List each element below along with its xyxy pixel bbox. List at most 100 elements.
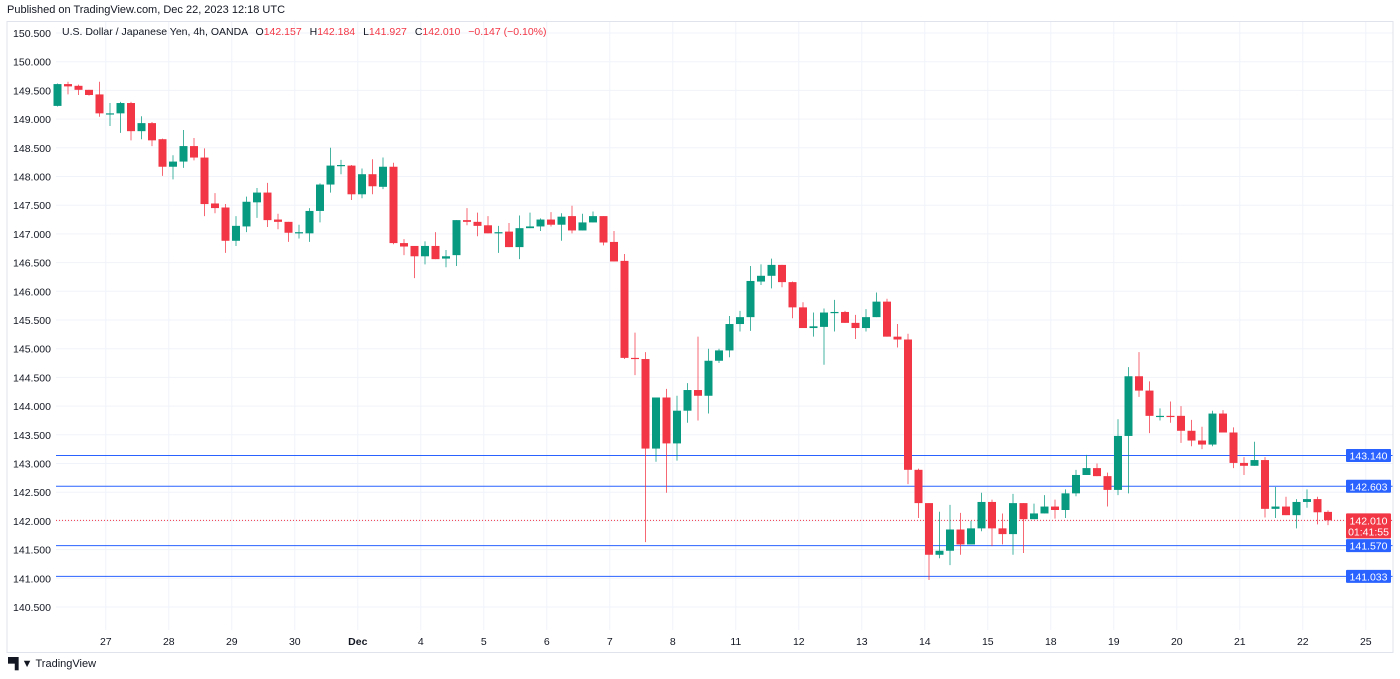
candle-body [106,113,114,115]
candle-down [368,159,377,195]
price-axis[interactable]: 140.500 141.000 141.500 142.000 142.500 143.0… [13,28,51,614]
candle-body [200,157,209,205]
candle-down [904,333,912,485]
candle-body [463,220,471,222]
candle-down [1145,381,1154,434]
candle-up [179,130,188,168]
candle-up [652,397,660,462]
candle-down [1219,410,1227,433]
candle-down [599,216,608,246]
candle-body [799,307,807,329]
candle-up [557,213,566,241]
candle-body [368,174,377,187]
candle-up [977,492,986,532]
candle-up [946,504,954,566]
candle-down [1187,419,1196,447]
candle-up [494,225,503,253]
candle-body [400,243,408,247]
candle-down [200,148,209,217]
footer-brand[interactable]: ▀▌▼ TradingView [8,658,96,670]
price-tick-label: 150.000 [13,57,51,69]
candle-body [725,324,734,351]
candle-down [127,101,135,141]
candle-body [53,84,62,106]
candle-body [452,220,461,256]
candle-body [347,165,356,195]
candle-body [137,123,146,132]
price-line-tag [1346,569,1391,583]
price-line-tag-label: 141.033 [1350,571,1388,583]
candle-body [746,280,755,318]
candle-body [1208,413,1217,445]
published-info: Published on TradingView.com, Dec 22, 20… [7,4,286,16]
candle-body [263,192,272,221]
candle-down [148,121,156,147]
candle-down [1177,406,1185,443]
candle-up [1114,419,1122,496]
candle-up [967,520,975,545]
candle-body [1198,440,1206,445]
time-tick-label: Dec [348,636,367,648]
candle-body [704,360,713,396]
candle-body [1103,476,1112,490]
time-tick-label: 21 [1234,636,1246,648]
candle-up [872,292,881,318]
candle-body [998,528,1007,535]
candle-up [515,215,524,260]
candle-down [620,253,629,360]
candle-body [967,528,975,545]
candle-up [1271,487,1280,519]
price-tick-label: 143.500 [13,430,51,442]
candle-body [872,301,881,318]
candle-down [190,138,198,161]
candle-up [253,187,261,218]
price-tick-label: 143.000 [13,459,51,471]
candle-down [410,245,419,279]
candle-down [1261,457,1269,518]
candle-up [673,395,681,461]
candle-up [358,168,366,199]
candle-body [757,275,765,282]
candle-down [547,212,555,227]
candle-down [893,324,902,348]
time-tick-label: 5 [481,636,487,648]
candle-body [1114,435,1122,490]
candle-body [715,350,723,361]
candle-body [295,232,303,234]
candle-body [85,89,93,95]
candle-body [274,219,282,222]
time-tick-label: 22 [1297,636,1309,648]
candle-body [421,245,429,257]
candle-up [421,241,429,265]
price-tick-label: 141.500 [13,545,51,557]
candle-down [925,503,933,581]
candle-body [652,397,660,449]
candle-up [746,266,755,331]
candle-body [893,336,902,340]
candle-down [505,222,513,248]
candle-body [841,311,849,323]
candle-body [851,322,860,329]
candle-body [767,264,776,276]
candle-up [935,511,944,559]
candle-down [158,138,167,176]
price-tags: 143.140 142.603 141.570 141.033 142.01001:41… [1346,448,1391,583]
symbol-title[interactable]: U.S. Dollar / Japanese Yen, 4h, OANDA [62,26,248,38]
candle-up [106,103,114,126]
price-tick-label: 144.500 [13,372,51,384]
candle-body [1324,511,1332,521]
candle-body [431,245,440,260]
high-label: H [309,26,318,38]
candle-body [589,216,597,223]
candle-down [1282,496,1290,516]
time-tick-label: 30 [289,636,301,648]
time-axis[interactable]: 27 28 29 30 Dec 4 5 6 7 8 11 12 13 14 15 18 19 20 21 22 25 [100,636,1372,648]
candle-body [820,312,828,327]
candle-body [1166,415,1175,418]
candle-up [757,264,765,285]
candle-body [389,166,398,244]
candle-body [284,221,293,233]
candle-body [1313,499,1322,513]
low-label: L [363,26,369,38]
